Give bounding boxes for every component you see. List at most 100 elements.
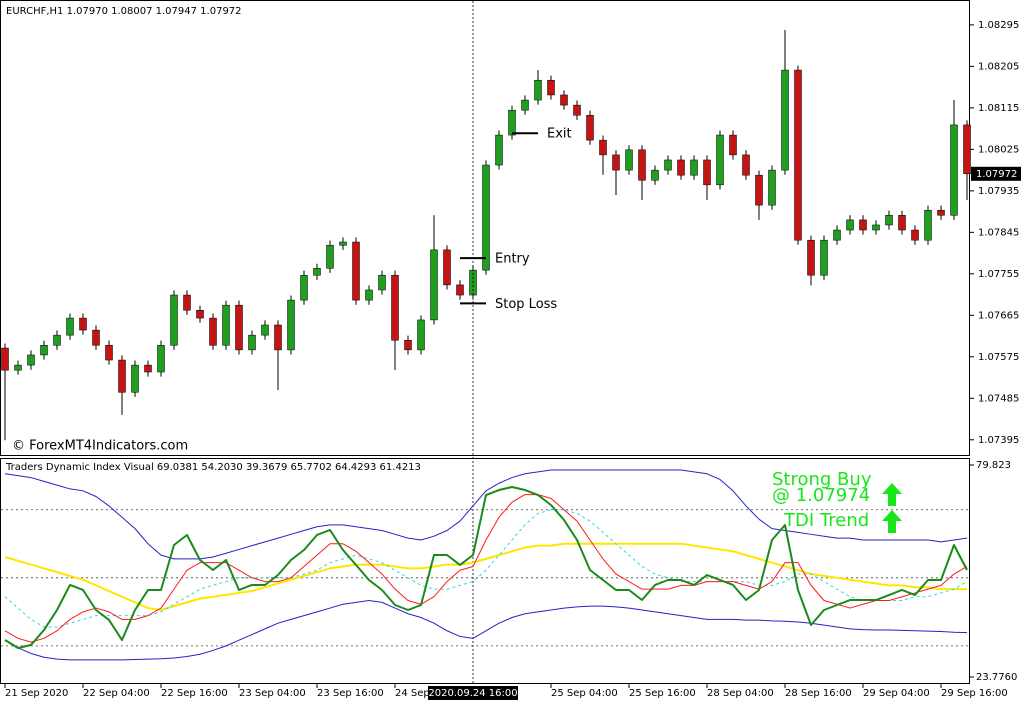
- candle-body: [924, 209, 932, 241]
- candle-body: [898, 215, 906, 231]
- candle-body: [443, 249, 451, 286]
- y-tick-label: 1.08025: [978, 144, 1019, 155]
- candle-body: [482, 164, 490, 271]
- y-tick-label: 1.07575: [978, 352, 1019, 363]
- candle-body: [495, 134, 503, 166]
- last-price-label: 1.07972: [976, 169, 1017, 180]
- candle-body: [547, 79, 555, 96]
- candle-body: [404, 339, 412, 351]
- up-arrow: [882, 510, 902, 533]
- candle-body: [352, 241, 360, 301]
- candle-body: [846, 219, 854, 231]
- candle-body: [794, 69, 802, 241]
- watermark: © ForexMT4Indicators.com: [12, 439, 188, 454]
- price-panel-frame: [0, 0, 970, 456]
- annotation: Stop Loss: [495, 297, 557, 312]
- candle-body: [53, 334, 61, 346]
- candle-body: [820, 239, 828, 276]
- candle-body: [560, 94, 568, 106]
- candle-body: [937, 209, 945, 216]
- candle-body: [599, 139, 607, 156]
- y-tick-label: 1.07395: [978, 435, 1019, 446]
- signal-trend: TDI Trend: [783, 510, 869, 531]
- candle-body: [807, 239, 815, 276]
- candle-body: [859, 219, 867, 231]
- candle-body: [729, 134, 737, 156]
- candle-body: [677, 159, 685, 176]
- chart-title: EURCHF,H1 1.07970 1.08007 1.07947 1.0797…: [6, 6, 242, 17]
- candle-body: [391, 274, 399, 341]
- candle-body: [716, 134, 724, 186]
- y-tick-label: 1.07665: [978, 310, 1019, 321]
- candle-body: [300, 274, 308, 301]
- candle-body: [157, 345, 165, 373]
- candle-body: [508, 109, 516, 136]
- x-tick-label: 22 Sep 16:00: [161, 688, 228, 699]
- x-tick-label: 23 Sep 16:00: [317, 688, 384, 699]
- candle-body: [586, 114, 594, 141]
- candle-body: [248, 334, 256, 351]
- candle-body: [66, 317, 74, 336]
- x-tick-label: 29 Sep 16:00: [941, 688, 1008, 699]
- y-tick-label: 1.07755: [978, 269, 1019, 280]
- candle-body: [872, 224, 880, 231]
- candle-body: [196, 309, 204, 319]
- indicator-line: [4, 509, 968, 628]
- y-tick-label: 1.07935: [978, 186, 1019, 197]
- x-tick-label: 21 Sep 2020: [5, 688, 68, 699]
- x-tick-label: 22 Sep 04:00: [83, 688, 150, 699]
- candle-body: [261, 324, 269, 336]
- candle-body: [92, 329, 100, 346]
- crosshair-label: 2020.09.24 16:00: [428, 688, 517, 699]
- y-tick-label: 79.823: [976, 460, 1011, 471]
- candle-body: [27, 354, 35, 366]
- candle-body: [144, 364, 152, 373]
- y-tick-label: 1.08295: [978, 20, 1019, 31]
- up-arrows: [882, 483, 902, 533]
- x-tick-label: 23 Sep 04:00: [239, 688, 306, 699]
- candle-body: [768, 169, 776, 206]
- candle-body: [1, 347, 9, 371]
- indicator-line: [4, 485, 968, 650]
- candle-body: [638, 149, 646, 181]
- candle-body: [274, 324, 282, 351]
- indicator-line: [4, 600, 968, 661]
- candle-body: [911, 229, 919, 241]
- x-tick-label: 28 Sep 04:00: [707, 688, 774, 699]
- indicator-panel-frame: [0, 458, 970, 684]
- y-tick-label: 1.08115: [978, 103, 1019, 114]
- candle-body: [625, 149, 633, 171]
- candle-body: [378, 274, 386, 291]
- candle-body: [456, 284, 464, 296]
- candle-body: [365, 289, 373, 301]
- x-tick-label: 28 Sep 16:00: [785, 688, 852, 699]
- annotation: Entry: [495, 252, 530, 267]
- candle-body: [235, 304, 243, 351]
- candle-body: [183, 294, 191, 311]
- candle-body: [40, 345, 48, 356]
- crosshair-label-box: [428, 686, 518, 700]
- candle-body: [170, 294, 178, 346]
- indicator-title: Traders Dynamic Index Visual 69.0381 54.…: [5, 462, 421, 473]
- candle-body: [963, 124, 971, 175]
- candle-body: [118, 359, 126, 393]
- up-arrow: [882, 483, 902, 506]
- candle-body: [885, 215, 893, 226]
- signal-text: Strong Buy: [772, 469, 872, 490]
- candle-body: [131, 364, 139, 393]
- candle-body: [521, 99, 529, 111]
- y-tick-label: 1.07485: [978, 393, 1019, 404]
- y-tick-label: 1.08205: [978, 61, 1019, 72]
- candle-body: [703, 159, 711, 186]
- x-tick-label: 25 Sep 16:00: [629, 688, 696, 699]
- candle-body: [664, 159, 672, 171]
- candle-body: [573, 104, 581, 116]
- annotation: Exit: [547, 127, 572, 142]
- candle-body: [781, 69, 789, 171]
- candle-body: [79, 317, 87, 331]
- indicator-line: [4, 494, 968, 643]
- candle-body: [755, 174, 763, 206]
- y-tick-label: 23.7760: [976, 672, 1017, 683]
